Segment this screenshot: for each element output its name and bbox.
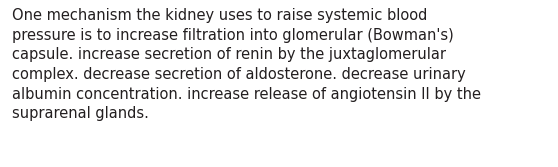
Text: One mechanism the kidney uses to raise systemic blood
pressure is to increase fi: One mechanism the kidney uses to raise s… [12,8,482,121]
